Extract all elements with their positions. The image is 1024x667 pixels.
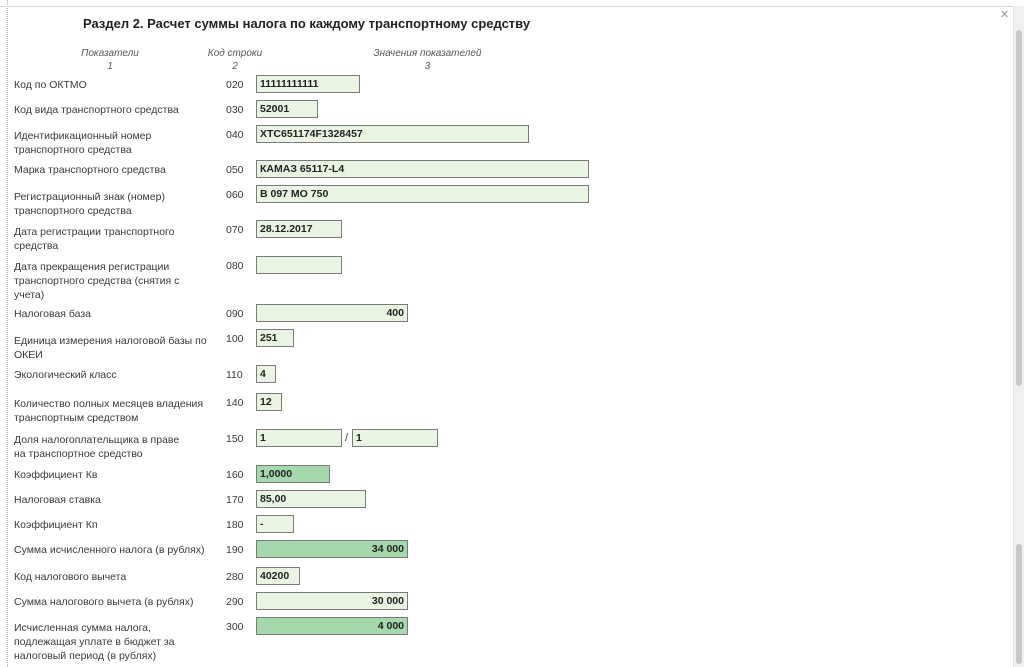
deduction-code-field[interactable]: 40200 [256,567,300,585]
tax-payable-code: 300 [226,621,244,633]
kp-label: Коэффициент Кп [14,519,98,531]
column-header-indicators: Показатели 1 [81,48,139,72]
share-code: 150 [226,433,244,445]
reg-sign-label: Регистрационный знак (номер) транспортно… [14,191,165,217]
eco-class-label: Экологический класс [14,369,117,381]
brand-code: 050 [226,164,244,176]
oktmo-field[interactable]: 11111111111 [256,75,360,93]
months-code: 140 [226,397,244,409]
reg-sign-field[interactable]: В 097 МО 750 [256,185,589,203]
okei-field[interactable]: 251 [256,329,294,347]
oktmo-label: Код по ОКТМО [14,79,87,91]
vehicle-type-code: 030 [226,104,244,116]
months-field[interactable]: 12 [256,393,282,411]
deduction-sum-code: 290 [226,596,244,608]
rate-field[interactable]: 85,00 [256,490,366,508]
tax-base-label: Налоговая база [14,308,91,320]
dereg-date-label: Дата прекращения регистрации транспортно… [14,261,180,301]
deduction-sum-label: Сумма налогового вычета (в рублях) [14,596,194,608]
tax-payable-field[interactable]: 4 000 [256,617,408,635]
reg-date-label: Дата регистрации транспортного средства [14,226,175,252]
vin-label: Идентификационный номер транспортного ср… [14,130,152,156]
oktmo-code: 020 [226,79,244,91]
brand-field[interactable]: КАМАЗ 65117-L4 [256,160,589,178]
tax-base-code: 090 [226,308,244,320]
share-separator: / [345,432,349,444]
vehicle-type-label: Код вида транспортного средства [14,104,179,116]
kv-label: Коэффициент Кв [14,469,98,481]
brand-label: Марка транспортного средства [14,164,166,176]
tax-payable-label: Исчисленная сумма налога, подлежащая упл… [14,622,175,662]
deduction-code-label: Код налогового вычета [14,571,127,583]
deduction-sum-field[interactable]: 30 000 [256,592,408,610]
tax-calc-label: Сумма исчисленного налога (в рублях) [14,544,205,556]
months-label: Количество полных месяцев владения транс… [14,398,204,424]
kv-field[interactable]: 1,0000 [256,465,330,483]
kv-code: 160 [226,469,244,481]
share-denominator-field[interactable]: 1 [352,429,438,447]
reg-sign-code: 060 [226,189,244,201]
dereg-date-code: 080 [226,260,244,272]
column-header-line-code: Код строки 2 [207,48,263,72]
vin-code: 040 [226,129,244,141]
kp-code: 180 [226,519,244,531]
eco-class-code: 110 [226,369,243,381]
share-numerator-field[interactable]: 1 [256,429,342,447]
tax-calc-field[interactable]: 34 000 [256,540,408,558]
section-title: Раздел 2. Расчет суммы налога по каждому… [83,16,531,31]
reg-date-code: 070 [226,224,244,236]
column-header-values: Значения показателей 3 [373,48,482,72]
scrollbar-thumb-upper[interactable] [1016,30,1022,386]
okei-label: Единица измерения налоговой базы по ОКЕИ [14,335,207,361]
top-frame-border [0,6,1014,7]
scrollbar-thumb-lower[interactable] [1016,544,1022,664]
rate-code: 170 [226,494,244,506]
okei-code: 100 [226,333,244,345]
tax-calc-code: 190 [226,544,244,556]
rate-label: Налоговая ставка [14,494,101,506]
dereg-date-field[interactable] [256,256,342,274]
close-icon[interactable]: ✕ [1000,9,1010,21]
vertical-scrollbar[interactable] [1013,6,1024,667]
reg-date-field[interactable]: 28.12.2017 [256,220,342,238]
share-label: Доля налогоплательщика в праве на трансп… [14,434,180,460]
vin-field[interactable]: XTC651174F1328457 [256,125,529,143]
left-frame-border [0,0,8,667]
vehicle-type-field[interactable]: 52001 [256,100,318,118]
tax-base-field[interactable]: 400 [256,304,408,322]
deduction-code-code: 280 [226,571,244,583]
eco-class-field[interactable]: 4 [256,365,276,383]
kp-field[interactable]: - [256,515,294,533]
